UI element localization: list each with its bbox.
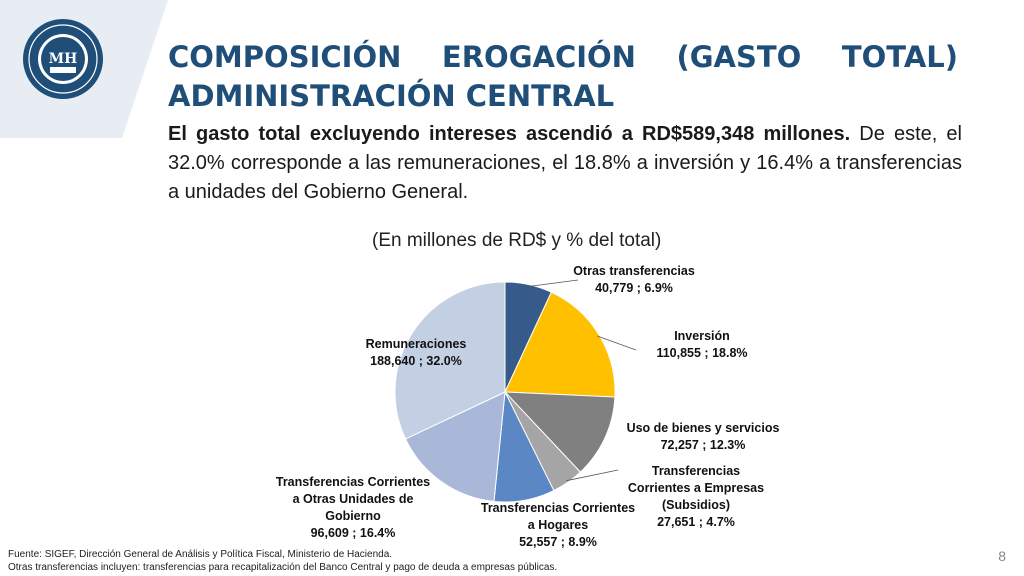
leader-line-3 xyxy=(566,469,619,482)
page-title: COMPOSICIÓN EROGACIÓN (GASTO TOTAL) ADMI… xyxy=(168,38,958,116)
intro-bold: El gasto total excluyendo intereses asce… xyxy=(168,123,851,145)
label-remuneraciones: Remuneraciones 188,640 ; 32.0% xyxy=(365,337,467,368)
logo-monogram: MH xyxy=(49,51,78,67)
pie-slice-1 xyxy=(504,291,616,398)
label-inversion: Inversión 110,855 ; 18.8% xyxy=(656,329,748,360)
footer-notes: Fuente: SIGEF, Dirección General de Anál… xyxy=(8,548,557,574)
page-number: 8 xyxy=(998,548,1006,564)
ministry-logo: MH xyxy=(23,19,103,99)
title-line-2: ADMINISTRACIÓN CENTRAL xyxy=(168,79,615,113)
label-uso-bienes-servicios: Uso de bienes y servicios 72,257 ; 12.3% xyxy=(626,421,780,452)
label-otras-transferencias: Otras transferencias 40,779 ; 6.9% xyxy=(573,264,695,295)
leader-line-0 xyxy=(528,279,579,287)
leader-line-1 xyxy=(597,335,637,351)
chart-subtitle: (En millones de RD$ y % del total) xyxy=(372,230,662,251)
footer-note: Otras transferencias incluyen: transfere… xyxy=(8,562,558,573)
title-line-1: COMPOSICIÓN EROGACIÓN (GASTO TOTAL) xyxy=(168,40,958,74)
pie-slice-2 xyxy=(503,391,616,473)
label-transferencias-empresas: Transferencias Corrientes a Empresas (Su… xyxy=(627,464,765,529)
intro-paragraph: El gasto total excluyendo intereses asce… xyxy=(168,120,962,207)
footer-source: Fuente: SIGEF, Dirección General de Anál… xyxy=(8,549,393,560)
pie-slice-6 xyxy=(394,281,506,440)
label-transferencias-hogares: Transferencias Corrientes a Hogares 52,55… xyxy=(480,501,636,549)
pie-slice-5 xyxy=(404,391,506,502)
intro-rest: De este, el 32.0% corresponde a las remu… xyxy=(168,123,963,203)
label-transferencias-otras-unidades: Transferencias Corrientes a Otras Unidad… xyxy=(275,475,431,540)
